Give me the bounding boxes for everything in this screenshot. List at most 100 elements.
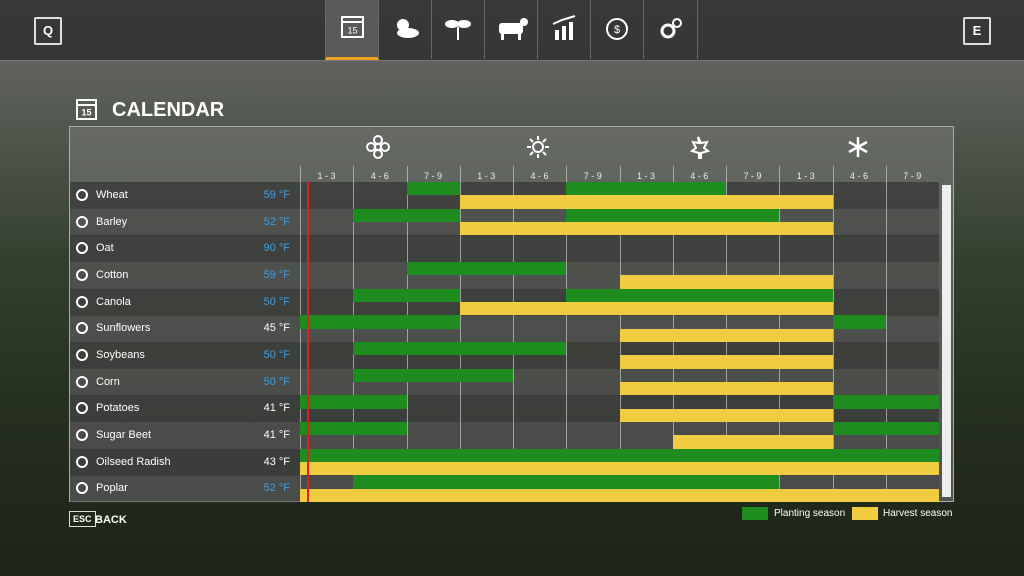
crop-icon [76,482,88,495]
tab-icon: 15 [341,16,364,38]
column-divider [885,166,887,502]
crop-icon [76,242,88,255]
planting-bar [832,422,939,436]
tab-finances[interactable]: $ [590,0,644,59]
legend-label: Harvest season [883,508,953,519]
harvest-bar [619,275,833,289]
current-date-line [307,182,309,502]
planting-bar [832,395,939,409]
crop-icon [76,322,88,335]
season-icon-spring [366,135,390,159]
crop-temperature: 41 °F [263,429,290,441]
tab-prices[interactable] [537,0,591,59]
planting-bar [832,315,886,329]
harvest-bar [619,355,833,369]
planting-bar [353,288,460,302]
planting-bar [406,262,567,276]
column-label: 7 - 9 [743,171,762,181]
planting-bar [300,448,939,462]
column-divider [353,166,355,502]
tab-icon-text: 15 [347,25,357,35]
svg-text:$: $ [614,24,620,36]
tab-calendar[interactable]: 15 [325,0,379,60]
crop-icon [76,429,88,441]
crop-name: Poplar [96,482,128,495]
title-icon-text: 15 [81,107,91,117]
crop-icon [76,455,88,468]
planting-bar [300,395,407,409]
key-hint[interactable]: E [963,17,991,45]
column-divider [459,166,461,502]
column-divider [832,166,834,502]
key-hint[interactable]: Q [34,17,62,45]
crop-icon [76,215,88,228]
crop-temperature: 52 °F [263,482,290,495]
column-label: 7 - 9 [903,171,922,181]
row-background [70,235,939,263]
crop-name: Barley [96,215,128,228]
title-icon: 15 [76,99,97,120]
scrollbar[interactable] [942,185,951,497]
key-hint[interactable]: ESC [69,511,96,527]
tab-weather[interactable] [378,0,432,59]
season-icon-autumn [689,136,710,159]
tab-settings[interactable] [643,0,698,59]
harvest-bar [300,462,939,476]
legend-label: Planting season [774,508,846,519]
crop-name: Soybeans [96,349,145,361]
crop-temperature: 43 °F [263,455,290,468]
crop-name: Sugar Beet [96,429,152,441]
column-label: 1 - 3 [317,171,336,181]
column-label: 7 - 9 [583,171,602,181]
column-label: 4 - 6 [530,171,549,181]
harvest-bar [672,435,833,449]
crop-temperature: 50 °F [263,349,290,361]
crop-temperature: 45 °F [263,322,290,335]
back-button[interactable]: BACK [95,514,127,526]
harvest-bar [619,328,833,342]
planting-bar [406,182,460,196]
harvest-bar [619,408,833,422]
planting-bar [353,342,567,356]
harvest-bar [459,195,833,209]
crop-name: Potatoes [96,402,140,415]
crop-name: Wheat [96,189,128,201]
planting-bar [300,315,460,329]
harvest-bar [300,488,939,502]
column-divider [566,166,568,502]
planting-bar [566,288,833,302]
tab-animals[interactable] [484,0,538,59]
column-label: 4 - 6 [690,171,709,181]
column-label: 7 - 9 [423,171,442,181]
column-label: 1 - 3 [636,171,655,181]
planting-bar [353,208,460,222]
page-title: CALENDAR [112,99,225,121]
column-label: 1 - 3 [796,171,815,181]
crop-name: Cotton [96,269,129,281]
crop-icon [76,269,88,281]
planting-bar [566,208,780,222]
crop-temperature: 50 °F [263,295,290,308]
planting-bar [353,368,513,382]
crop-temperature: 50 °F [263,375,290,388]
crop-name: Oat [96,242,114,255]
column-divider [300,166,301,502]
column-label: 1 - 3 [477,171,496,181]
crop-icon [76,189,88,201]
crop-name: Oilseed Radish [96,455,171,468]
crop-name: Sunflowers [96,322,151,335]
crop-name: Canola [96,295,131,308]
tab-crops[interactable] [431,0,485,59]
legend-swatch [742,507,768,520]
crop-temperature: 41 °F [263,402,290,415]
crop-temperature: 90 °F [263,242,290,255]
season-icon-winter [848,137,868,157]
column-label: 4 - 6 [370,171,389,181]
crop-temperature: 52 °F [263,215,290,228]
crop-name: Corn [96,375,120,388]
column-label: 4 - 6 [849,171,868,181]
harvest-bar [459,302,833,316]
planting-bar [566,182,726,196]
